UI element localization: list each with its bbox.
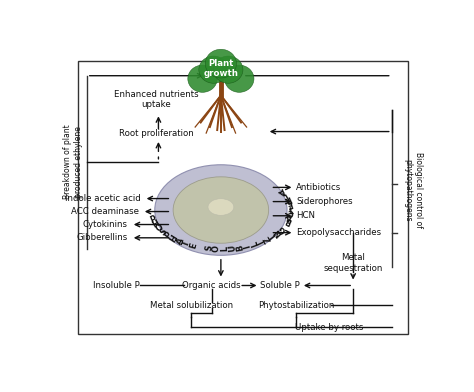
Text: T: T [287, 203, 294, 212]
Text: P: P [149, 215, 158, 225]
Text: Uptake by roots: Uptake by roots [295, 323, 364, 332]
Text: S: S [158, 227, 169, 237]
Text: R: R [283, 193, 292, 204]
Text: G: G [277, 223, 288, 234]
Text: Soluble P: Soluble P [260, 281, 300, 290]
Text: U: U [228, 245, 237, 252]
Text: T: T [182, 240, 191, 248]
Text: ACC deaminase: ACC deaminase [71, 207, 139, 216]
Text: A: A [286, 211, 294, 221]
Text: Exopolysaccharides: Exopolysaccharides [296, 228, 381, 237]
Text: C: C [287, 207, 294, 216]
Text: O: O [154, 223, 164, 234]
Text: Root proliferation: Root proliferation [119, 129, 194, 138]
Ellipse shape [225, 65, 254, 93]
Ellipse shape [213, 56, 243, 83]
Text: H: H [151, 219, 161, 230]
Text: H: H [168, 233, 179, 244]
Text: B: B [235, 243, 245, 251]
Text: P: P [163, 230, 173, 241]
Text: I: I [243, 243, 252, 249]
Text: Cytokinins: Cytokinins [83, 220, 128, 229]
Text: Insoluble P: Insoluble P [93, 281, 139, 290]
Text: E: E [286, 198, 293, 208]
Text: Antibiotics: Antibiotics [296, 183, 341, 192]
Text: Indole acetic acid: Indole acetic acid [65, 194, 141, 203]
Text: Metal solubilization: Metal solubilization [150, 301, 233, 310]
Text: Breakdown of plant
produced ethylene: Breakdown of plant produced ethylene [63, 124, 83, 199]
Ellipse shape [173, 177, 269, 243]
Ellipse shape [188, 65, 217, 93]
Text: Plant
growth: Plant growth [203, 59, 238, 78]
Text: A: A [276, 185, 287, 196]
Text: I: I [257, 238, 266, 245]
Text: O: O [212, 245, 221, 252]
Text: L: L [220, 246, 229, 251]
Text: N: N [273, 227, 283, 238]
Text: Organic acids: Organic acids [182, 281, 241, 290]
Text: Phytostabilization: Phytostabilization [258, 301, 334, 310]
Text: Z: Z [262, 234, 273, 244]
Text: Siderophores: Siderophores [296, 197, 353, 206]
Text: Enhanced nutrients
uptake: Enhanced nutrients uptake [114, 89, 199, 109]
Text: HCN: HCN [296, 211, 315, 220]
Text: E: E [189, 242, 199, 249]
Text: L: L [250, 240, 260, 248]
Ellipse shape [199, 56, 228, 83]
Text: B: B [283, 215, 292, 226]
Ellipse shape [205, 49, 237, 78]
Ellipse shape [155, 165, 287, 255]
Text: Metal
sequestration: Metal sequestration [323, 253, 383, 272]
Text: A: A [174, 236, 185, 246]
Text: S: S [204, 245, 214, 252]
Text: I: I [281, 190, 289, 199]
Text: Biological control of
phytopathogens: Biological control of phytopathogens [403, 152, 423, 229]
Text: Gibberellins: Gibberellins [77, 233, 128, 242]
Text: I: I [269, 232, 278, 240]
Ellipse shape [208, 199, 234, 215]
